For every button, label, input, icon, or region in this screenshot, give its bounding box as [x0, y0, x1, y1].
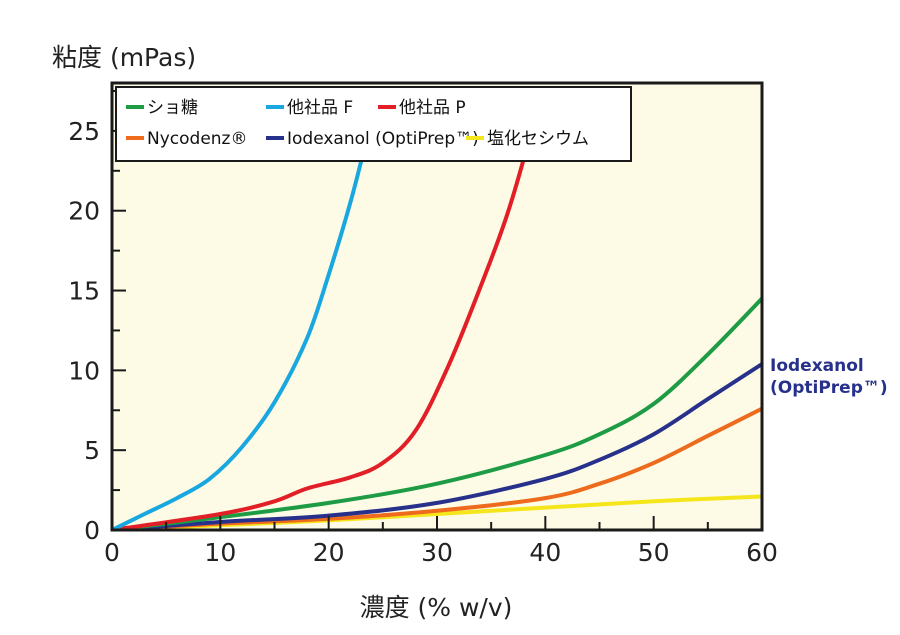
x-tick-label: 50 — [638, 538, 670, 567]
series-line-1 — [112, 296, 762, 530]
x-tick-label: 10 — [204, 538, 236, 567]
y-tick-label: 15 — [68, 277, 100, 306]
legend-label-3: 他社品 P — [399, 98, 466, 118]
legend-box — [115, 86, 632, 162]
legend-label-6: 塩化セシウム — [487, 129, 589, 149]
iodexanol-annotation-line1: Iodexanol — [770, 356, 864, 376]
legend-label-4: Nycodenz® — [147, 129, 247, 149]
series-line-2 — [112, 89, 380, 530]
y-tick-label: 25 — [68, 117, 100, 146]
x-tick-label: 60 — [746, 538, 778, 567]
legend-label-2: 他社品 F — [287, 98, 353, 118]
legend-label-1: ショ糖 — [147, 98, 198, 118]
y-tick-label: 10 — [68, 356, 100, 385]
iodexanol-annotation-line2: (OptiPrep™) — [770, 378, 888, 398]
x-tick-label: 20 — [313, 538, 345, 567]
y-axis-title: 粘度 (mPas) — [52, 43, 196, 72]
series-line-5 — [112, 362, 762, 530]
y-tick-label: 20 — [68, 197, 100, 226]
series-line-3 — [112, 89, 542, 530]
x-tick-label: 0 — [104, 538, 120, 567]
legend-label-5: Iodexanol (OptiPrep™) — [287, 129, 479, 149]
x-axis-title: 濃度 (% w/v) — [360, 593, 513, 622]
x-tick-label: 30 — [421, 538, 453, 567]
y-tick-label: 0 — [84, 516, 100, 545]
x-tick-label: 40 — [529, 538, 561, 567]
y-tick-label: 5 — [84, 436, 100, 465]
